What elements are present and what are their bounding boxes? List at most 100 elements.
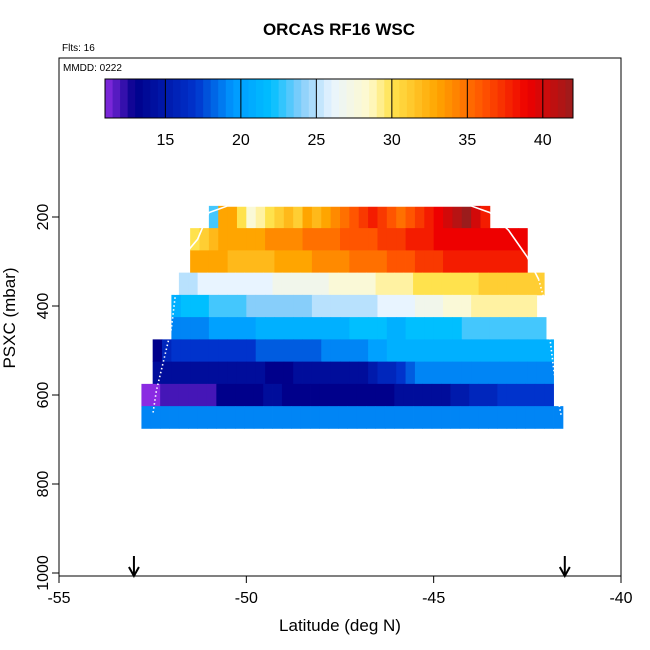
heatmap-cell xyxy=(340,205,350,229)
colorbar-segment xyxy=(271,79,280,118)
colorbar-segment xyxy=(210,79,219,118)
heatmap-cell xyxy=(497,383,508,407)
heatmap-cell xyxy=(162,339,172,363)
latitude-markers xyxy=(128,556,571,579)
colorbar-segment xyxy=(346,79,355,118)
colorbar-segment xyxy=(165,79,174,118)
heatmap-cell xyxy=(190,361,200,385)
heatmap-cell xyxy=(199,361,210,385)
heatmap-cell xyxy=(208,361,219,385)
heatmap-cell xyxy=(469,406,480,429)
colorbar-segment xyxy=(218,79,227,118)
colorbar-segment xyxy=(150,79,159,118)
heatmap-cell xyxy=(527,339,538,363)
heatmap-cell xyxy=(255,294,266,318)
colorbar-segment xyxy=(286,79,295,118)
heatmap-cell xyxy=(283,205,294,229)
heatmap-cell xyxy=(499,339,509,363)
heatmap-cell xyxy=(450,406,461,429)
heatmap-cell xyxy=(368,317,378,340)
heatmap-cell xyxy=(283,361,294,385)
heatmap-cell xyxy=(358,361,369,385)
heatmap-cell xyxy=(244,272,255,296)
heatmap-cell xyxy=(216,406,227,429)
heatmap-cell xyxy=(180,294,191,318)
colorbar-frame xyxy=(104,78,574,119)
heatmap-cell xyxy=(452,228,463,251)
heatmap-cell xyxy=(553,406,564,429)
heatmap-cell xyxy=(358,294,369,318)
heatmap-cell xyxy=(310,406,320,429)
heatmap-cell xyxy=(356,272,367,296)
heatmap-cell xyxy=(235,383,245,407)
heatmap-cell xyxy=(171,361,182,385)
heatmap-cell xyxy=(293,294,303,318)
heatmap-cell xyxy=(180,317,191,340)
colorbar-segment xyxy=(399,79,408,118)
heatmap-cell xyxy=(546,361,554,385)
heatmap-cell xyxy=(499,228,509,251)
heatmap-cell xyxy=(356,383,367,407)
heatmap-cell xyxy=(235,272,245,296)
heatmap-cell xyxy=(461,317,472,340)
heatmap-cell xyxy=(328,383,339,407)
colorbar-segment xyxy=(127,79,136,118)
heatmap-cell xyxy=(330,317,341,340)
heatmap-cell xyxy=(506,406,517,429)
heatmap-cell xyxy=(206,383,217,407)
heatmap-cell xyxy=(471,228,481,251)
heatmap-cell xyxy=(347,383,358,407)
heatmap-cell xyxy=(478,272,489,296)
heatmap-cell xyxy=(443,361,453,385)
colorbar-segment xyxy=(369,79,378,118)
heatmap-cell xyxy=(517,339,528,363)
heatmap-cell xyxy=(272,383,283,407)
down-arrow-head-icon xyxy=(128,566,140,579)
heatmap-cell xyxy=(188,406,199,429)
heatmap-cell xyxy=(536,339,547,363)
heatmap-cell xyxy=(171,294,182,318)
heatmap-cell xyxy=(452,361,463,385)
heatmap-cell xyxy=(190,228,200,251)
heatmap-cell xyxy=(178,406,189,429)
colorbar-segment xyxy=(225,79,234,118)
heatmap-cell xyxy=(431,383,442,407)
heatmap-cell xyxy=(508,361,519,385)
heatmap-cell xyxy=(255,250,266,274)
heatmap-cell xyxy=(396,317,406,340)
heatmap-cell xyxy=(461,294,472,318)
colorbar-tick-label: 40 xyxy=(534,132,552,149)
heatmap-cell xyxy=(340,361,350,385)
heatmap-cell xyxy=(218,317,228,340)
heatmap-cell xyxy=(443,250,453,274)
heatmap-cell xyxy=(377,317,388,340)
colorbar-segment xyxy=(293,79,302,118)
heatmap-cell xyxy=(478,383,489,407)
heatmap-cell xyxy=(396,294,406,318)
heatmap-cell xyxy=(310,383,320,407)
heatmap-cell xyxy=(244,406,255,429)
colorbar-segment xyxy=(120,79,129,118)
heatmap-cell xyxy=(386,294,397,318)
heatmap-cell xyxy=(321,250,332,274)
heatmap-cell xyxy=(441,406,451,429)
heatmap-cell xyxy=(480,361,491,385)
heatmap-cell xyxy=(349,339,360,363)
heatmap-cell xyxy=(424,294,435,318)
heatmap-cell xyxy=(330,339,341,363)
heatmap-cell xyxy=(349,317,360,340)
heatmap-cell xyxy=(338,406,348,429)
heatmap-cell xyxy=(300,272,311,296)
heatmap-cell xyxy=(414,250,425,274)
heatmap-cell xyxy=(377,205,388,229)
y-tick-label: 1000 xyxy=(35,555,52,591)
heatmap-cell xyxy=(433,317,444,340)
colorbar-segment xyxy=(505,79,514,118)
heatmap-cell xyxy=(452,317,463,340)
heatmap-cell xyxy=(386,339,397,363)
heatmap-cell xyxy=(508,250,519,274)
heatmap-cell xyxy=(321,339,332,363)
heatmap-cell xyxy=(340,317,350,340)
heatmap-cell xyxy=(152,361,163,385)
x-axis-label: Latitude (deg N) xyxy=(279,616,401,635)
